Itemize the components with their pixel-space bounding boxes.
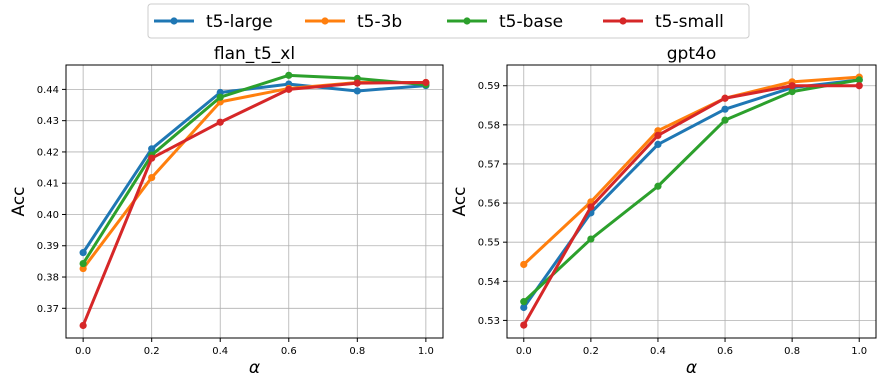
legend-swatch-marker: [463, 17, 471, 25]
data-point: [654, 131, 662, 140]
x-axis-label: α: [249, 358, 260, 378]
data-point: [148, 145, 156, 153]
legend-swatch-marker: [619, 17, 627, 25]
data-point: [216, 93, 224, 101]
y-tick-label: 0.41: [37, 179, 59, 190]
series-t5-3b: [79, 78, 430, 273]
data-point: [788, 87, 796, 96]
legend-swatch-marker: [321, 17, 329, 25]
legend-entry: t5-base: [447, 12, 563, 32]
plot-frame: [65, 64, 444, 339]
legend-label: t5-base: [499, 12, 563, 32]
data-point: [654, 140, 662, 148]
y-tick-label: 0.57: [478, 159, 500, 170]
y-axis-label: Acc: [450, 186, 470, 216]
legend-swatch-marker: [170, 17, 178, 25]
series-line: [81, 81, 428, 327]
y-tick-label: 0.53: [478, 316, 500, 327]
legend-label: t5-3b: [357, 12, 402, 32]
chart-title: flan_t5_xl: [214, 44, 295, 64]
x-tick-label: 1.0: [418, 346, 434, 357]
data-point: [721, 105, 729, 113]
series-t5-small: [79, 78, 430, 330]
series-line: [522, 78, 861, 304]
y-tick-label: 0.38: [37, 273, 59, 284]
series-line: [522, 84, 861, 327]
data-point: [79, 264, 87, 273]
x-tick-label: 1.0: [851, 346, 867, 357]
series-line: [522, 75, 861, 266]
data-point: [285, 85, 293, 93]
data-point: [79, 249, 87, 257]
x-tick-label: 0.4: [212, 346, 228, 357]
chart-panel-1: 0.0 0.2 0.4 0.6 0.8 1.0 0.37 0.38 0.39 0.40 0.41 0.…: [9, 44, 444, 378]
data-point: [79, 259, 87, 268]
legend-entry: t5-large: [154, 12, 273, 32]
y-tick-label: 0.58: [478, 120, 500, 131]
series-t5-base: [79, 71, 430, 268]
data-point: [721, 116, 729, 124]
data-point: [721, 94, 729, 102]
y-tick-label: 0.55: [478, 238, 500, 249]
x-tick-label: 0.6: [717, 346, 733, 357]
x-axis-label: α: [686, 358, 697, 378]
series-t5-large: [520, 76, 863, 312]
data-point: [654, 182, 662, 190]
data-point: [422, 78, 430, 87]
y-tick-label: 0.40: [37, 210, 59, 221]
data-point: [587, 203, 595, 211]
y-tick-label: 0.43: [37, 116, 59, 127]
x-tick-label: 0.2: [583, 346, 599, 357]
legend-entry: t5-3b: [305, 12, 402, 32]
data-point: [520, 321, 528, 329]
legend-label: t5-small: [655, 12, 724, 32]
series-line: [81, 82, 428, 255]
y-tick-label: 0.56: [478, 199, 500, 210]
data-point: [520, 298, 528, 306]
x-tick-label: 0.6: [281, 346, 297, 357]
x-tick-label: 0.8: [784, 346, 800, 357]
x-tick-label: 0.0: [75, 346, 91, 357]
series-line: [81, 73, 428, 266]
data-point: [353, 87, 361, 95]
y-tick-label: 0.39: [37, 241, 59, 252]
data-point: [353, 79, 361, 87]
y-tick-label: 0.37: [37, 304, 59, 315]
series-t5-base: [520, 76, 863, 306]
data-point: [788, 82, 796, 90]
data-point: [520, 260, 528, 269]
data-point: [216, 118, 224, 126]
data-point: [520, 303, 528, 312]
chart-panels: 0.0 0.2 0.4 0.6 0.8 1.0 0.37 0.38 0.39 0.40 0.41 0.…: [9, 44, 877, 378]
data-point: [855, 82, 863, 90]
data-point: [855, 76, 863, 84]
legend: t5-large t5-3b t5-base t5-small: [147, 3, 750, 39]
y-tick-label: 0.44: [37, 85, 59, 96]
data-point: [148, 154, 156, 162]
data-point: [285, 71, 293, 79]
data-point: [587, 235, 595, 243]
series-t5-small: [520, 82, 863, 329]
chart-title: gpt4o: [667, 44, 716, 64]
y-tick-label: 0.42: [37, 147, 59, 158]
x-tick-label: 0.2: [144, 346, 160, 357]
data-point: [148, 173, 156, 182]
chart-panel-2: 0.0 0.2 0.4 0.6 0.8 1.0 0.53 0.54 0.55 0.56 0.57 0.…: [450, 44, 877, 378]
y-axis-label: Acc: [9, 186, 29, 216]
y-tick-label: 0.59: [478, 81, 500, 92]
y-tick-label: 0.54: [478, 277, 500, 288]
plot-frame: [506, 64, 877, 339]
x-tick-label: 0.4: [650, 346, 666, 357]
x-tick-label: 0.8: [349, 346, 365, 357]
x-tick-label: 0.0: [516, 346, 532, 357]
legend-label: t5-large: [206, 12, 273, 32]
legend-entry: t5-small: [603, 12, 724, 32]
data-point: [79, 321, 87, 330]
